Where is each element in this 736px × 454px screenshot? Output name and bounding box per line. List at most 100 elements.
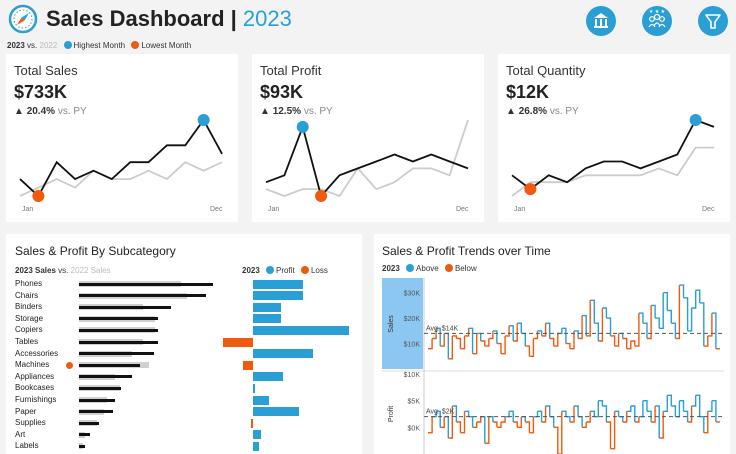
title-separator: |	[230, 6, 237, 31]
profit-step	[569, 406, 575, 423]
profit-step	[428, 416, 433, 434]
profit-step	[505, 411, 510, 418]
subcategory-panel: Sales & Profit By Subcategory 2023 Sales…	[6, 234, 362, 454]
profit-bar	[253, 383, 255, 393]
kpi-vs: vs. PY	[57, 106, 87, 117]
bank-icon	[594, 13, 608, 28]
sales-step	[610, 335, 616, 347]
title-text: Sales Dashboard	[46, 6, 225, 31]
highest-month-marker	[689, 114, 702, 126]
highest-month-marker	[197, 114, 210, 126]
lowest-dot	[131, 41, 140, 49]
legend-year: 2023	[382, 264, 400, 273]
sales-step	[586, 300, 591, 337]
current-sales-bar	[79, 410, 114, 414]
legend-previous-year: 2022	[39, 41, 58, 50]
legend-vs: vs.	[27, 41, 38, 50]
profit-step	[533, 411, 539, 418]
prior-year-line	[19, 161, 223, 197]
profit-step	[703, 411, 709, 434]
profit-bar	[253, 441, 259, 451]
sales-step	[484, 338, 490, 347]
profit-step	[541, 406, 547, 423]
spark-end-label: Dec	[210, 206, 223, 213]
profit-step	[509, 410, 514, 422]
sales-step	[505, 325, 510, 337]
category-label: Labels	[15, 441, 39, 451]
profit-step	[586, 411, 591, 423]
profit-tick-label: $10K	[404, 372, 421, 379]
kpi-delta-value: 12.5%	[272, 106, 302, 117]
current-sales-bar	[79, 386, 121, 390]
top-legend: 2023 vs. 2022 Highest Month Lowest Month	[7, 41, 191, 50]
profit-step	[707, 400, 713, 412]
profit-step	[525, 421, 531, 433]
profit-step	[699, 416, 705, 433]
profit-bar	[253, 291, 303, 301]
profit-bar	[253, 314, 281, 324]
profit-average-label: Avg. $2K	[426, 409, 455, 416]
sales-step	[517, 322, 522, 334]
users-icon: ★ ★ ★	[648, 9, 666, 28]
legend-below: Below	[454, 264, 477, 273]
lowest-month-marker	[32, 190, 45, 202]
profit-step	[436, 410, 441, 428]
sales-step	[691, 290, 697, 309]
sales-step	[569, 330, 575, 350]
category-label: Storage	[15, 313, 44, 323]
highest-month-marker	[296, 120, 309, 133]
sales-step	[513, 323, 518, 342]
current-sales-bar	[79, 305, 171, 309]
current-year-line	[511, 118, 715, 191]
profit-tick-label: $5K	[408, 399, 421, 406]
category-label: Paper	[15, 406, 37, 416]
profit-step	[565, 416, 571, 422]
category-label: Tables	[15, 337, 39, 346]
kpi-card-sales: Total Sales $733K ▲ 20.4% vs. PY Jan Dec	[6, 54, 238, 222]
filter-button[interactable]	[698, 6, 728, 36]
profit-step	[545, 405, 551, 417]
sales-step	[695, 289, 701, 303]
profit-step	[484, 416, 490, 444]
profit-step	[468, 416, 474, 428]
sales-step	[598, 308, 604, 342]
profit-step	[517, 416, 522, 428]
sales-step	[671, 322, 677, 339]
title-year: 2023	[242, 6, 292, 31]
profit-axis-title: Profit	[388, 406, 395, 422]
current-sales-bar	[79, 444, 86, 448]
sales-step	[582, 314, 587, 336]
sales-step	[496, 342, 502, 354]
subcategory-title: Sales & Profit By Subcategory	[15, 244, 176, 258]
profit-bar	[253, 279, 303, 289]
sales-step	[574, 330, 579, 339]
category-label: Supplies	[15, 418, 46, 428]
legend-profit: Profit	[276, 266, 295, 275]
legend-vs: vs.	[58, 266, 69, 275]
loss-dot	[300, 266, 309, 274]
sales-step	[606, 317, 612, 336]
profit-step	[610, 411, 616, 450]
sales-axis-highlight	[382, 278, 423, 369]
sales-step	[565, 342, 571, 349]
profit-step	[574, 405, 579, 417]
lowest-month-marker	[524, 183, 537, 196]
current-sales-bar	[79, 363, 141, 367]
profit-step	[663, 395, 668, 412]
category-label: Phones	[15, 279, 43, 288]
kpi-title: Total Quantity	[506, 63, 586, 78]
bank-button[interactable]	[586, 6, 616, 36]
sales-step	[590, 299, 595, 324]
sales-axis-title: Sales	[388, 315, 395, 333]
prior-year-line	[265, 119, 469, 198]
profit-step	[679, 400, 685, 412]
users-button[interactable]: ★ ★ ★	[642, 6, 672, 36]
subcategory-sales-legend: 2023 Sales vs. 2022 Sales	[15, 266, 111, 275]
kpi-title: Total Profit	[260, 63, 322, 78]
kpi-delta: ▲ 26.8% vs. PY	[506, 106, 579, 117]
profit-step	[590, 410, 595, 417]
kpi-delta-value: 20.4%	[26, 106, 56, 117]
profit-step	[464, 410, 470, 417]
subcategory-profit-legend: 2023 Profit Loss	[242, 266, 328, 275]
sales-step	[432, 328, 437, 340]
